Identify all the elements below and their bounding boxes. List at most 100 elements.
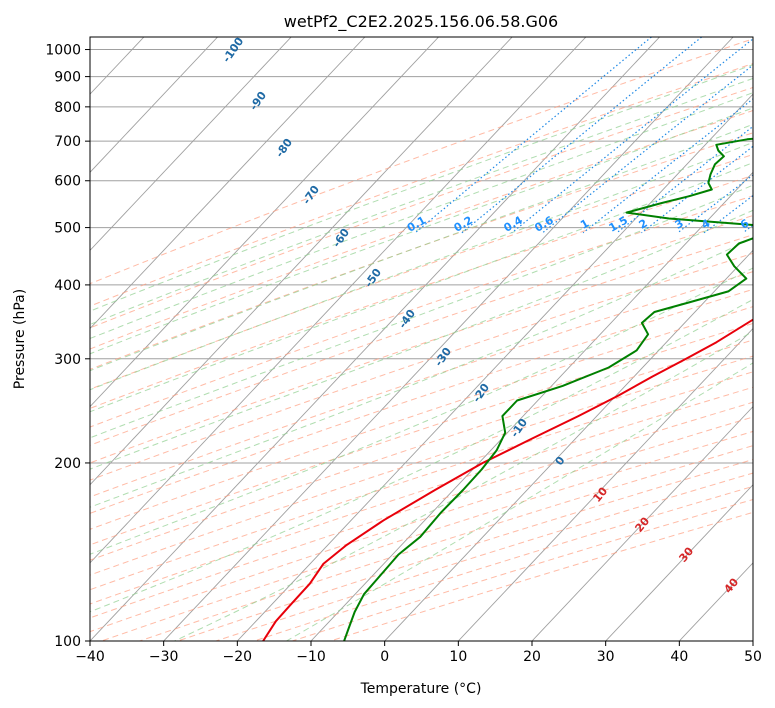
dry-adiabat-label: -30 [432, 345, 454, 369]
dry-adiabat-label: -90 [247, 89, 269, 113]
x-axis-label: Temperature (°C) [360, 681, 482, 697]
isotherm-line [678, 562, 753, 641]
moist-adiabat-line [90, 64, 753, 312]
dry-adiabat-label: -70 [300, 183, 322, 207]
dry-adiabat-label: -20 [470, 381, 492, 405]
y-tick-label: 400 [54, 278, 81, 294]
dry-adiabat-line [90, 386, 753, 605]
isotherm-line [90, 37, 218, 173]
moist-adiabat-line [90, 77, 753, 325]
x-tick-label: 50 [744, 649, 762, 665]
isotherm-line [605, 484, 753, 641]
moist-adiabat-line [90, 267, 753, 555]
dry-adiabat-line [90, 271, 753, 498]
x-tick-label: 10 [449, 649, 467, 665]
mixing-ratio-line [771, 37, 775, 233]
dry-adiabat-label: 0 [553, 454, 568, 468]
mixing-ratio-line [542, 64, 753, 234]
isotherm-line [90, 37, 439, 408]
dry-adiabat-line [90, 110, 753, 350]
plot-area: 0.10.20.40.611.52346810131620253036-100-… [0, 37, 775, 641]
dry-adiabat-line [90, 63, 753, 307]
x-tick-label: 30 [597, 649, 615, 665]
dry-adiabat-line [90, 288, 753, 514]
isotherm-line [90, 37, 587, 564]
isotherm-line [90, 37, 513, 486]
y-tick-label: 700 [54, 134, 81, 150]
y-tick-label: 200 [54, 456, 81, 472]
dry-adiabat-line [90, 132, 753, 370]
moist-adiabat-line [90, 184, 753, 439]
moist-adiabat-line [90, 162, 753, 413]
dry-adiabat-line [90, 195, 753, 428]
dry-adiabat-line [90, 252, 753, 481]
isotherm-line [0, 37, 70, 641]
dry-adiabat-line [90, 234, 753, 464]
dewpoint-profile-line [343, 137, 753, 641]
x-tick-label: 20 [523, 649, 541, 665]
dry-adiabat-line [90, 355, 753, 576]
plot-frame [89, 36, 754, 642]
y-tick-label: 100 [54, 634, 81, 650]
dry-adiabat-line [330, 511, 753, 641]
y-tick-label: 600 [54, 174, 81, 190]
mixing-ratio-line [511, 38, 753, 234]
dry-adiabat-line [90, 339, 753, 561]
isotherm-line [384, 249, 753, 641]
x-axis: −40 −30 −20 −10 0 10 20 30 40 50 [75, 641, 762, 665]
isotherm-grid [0, 37, 753, 641]
moist-adiabat-line [90, 237, 753, 508]
moist-adiabat-label: 10 [590, 484, 610, 504]
dry-adiabat-line [90, 174, 753, 409]
mixing-ratio-line [582, 98, 753, 234]
dry-adiabat-line [90, 371, 753, 591]
isobar-grid [90, 49, 753, 641]
dry-adiabat-line [90, 214, 753, 446]
moist-adiabat-line [90, 92, 753, 340]
dry-adiabat-line [90, 416, 753, 633]
dry-adiabat-line [90, 306, 753, 530]
y-tick-label: 900 [54, 70, 81, 86]
mixing-ratio-lines [414, 37, 775, 234]
x-tick-label: 0 [380, 649, 389, 665]
x-tick-label: −30 [149, 649, 179, 665]
mixing-ratio-label: 0.1 [405, 214, 428, 235]
isotherm-line [531, 405, 753, 641]
moist-adiabat-line [90, 298, 753, 613]
isotherm-line [457, 327, 753, 641]
x-tick-label: −10 [296, 649, 326, 665]
isotherm-line [90, 37, 366, 330]
isotherm-line [90, 37, 292, 252]
mixing-ratio-line [414, 37, 652, 234]
y-tick-label: 500 [54, 221, 81, 237]
moist-adiabat-line [90, 123, 753, 372]
isotherm-line [236, 93, 753, 641]
mixing-ratio-label: 0.2 [452, 214, 475, 235]
y-tick-label: 800 [54, 100, 81, 116]
sounding-series [262, 137, 753, 641]
dry-adiabat-line [90, 322, 753, 546]
moist-adiabat-line [90, 209, 753, 470]
y-tick-label: 1000 [45, 43, 81, 59]
dry-adiabat-line [90, 153, 753, 390]
isotherm-line [752, 640, 753, 641]
dry-adiabat-line [90, 86, 753, 329]
x-tick-label: −40 [75, 649, 105, 665]
y-axis: 100 200 300 400 500 600 700 800 900 1000 [45, 43, 90, 650]
y-tick-label: 300 [54, 352, 81, 368]
dry-adiabat-line [90, 401, 753, 619]
isotherm-line [90, 37, 660, 641]
y-axis-label: Pressure (hPa) [12, 289, 28, 389]
x-tick-label: −20 [223, 649, 253, 665]
dry-adiabat-label: -10 [508, 416, 530, 440]
isotherm-line [163, 37, 734, 641]
dry-adiabats [90, 38, 753, 641]
moist-adiabat-line [90, 107, 753, 355]
dry-adiabat-label: -50 [362, 266, 384, 290]
moist-adiabat-line [90, 141, 753, 391]
moist-adiabats [90, 64, 753, 641]
chart-title: wetPf2_C2E2.2025.156.06.58.G06 [284, 12, 558, 32]
x-tick-label: 40 [670, 649, 688, 665]
dry-adiabat-label: -80 [273, 136, 295, 160]
